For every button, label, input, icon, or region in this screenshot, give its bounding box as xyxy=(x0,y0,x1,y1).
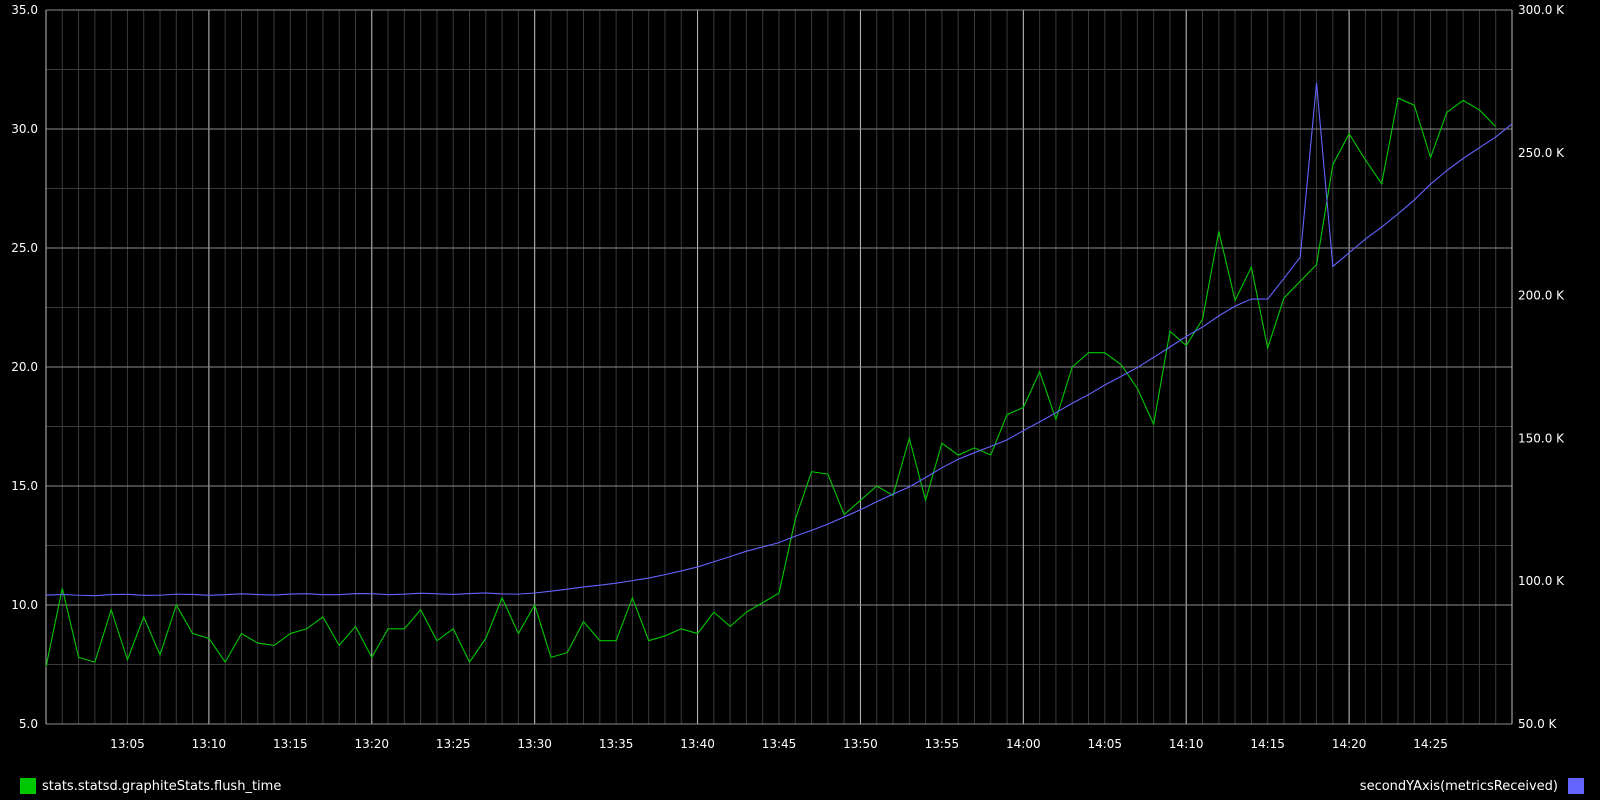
x-tick-label: 13:45 xyxy=(762,737,797,751)
y-left-tick-label: 20.0 xyxy=(11,360,38,374)
y-left-tick-label: 30.0 xyxy=(11,122,38,136)
x-tick-label: 14:15 xyxy=(1250,737,1285,751)
y-right-tick-label: 200.0 K xyxy=(1518,289,1565,303)
y-left-tick-label: 15.0 xyxy=(11,479,38,493)
x-tick-label: 13:30 xyxy=(517,737,552,751)
legend-right: secondYAxis(metricsReceived) xyxy=(1360,776,1584,796)
axes-layer: 5.0 10.0 15.0 20.0 25.0 30.0 35.0 50.0 K 100.0 K… xyxy=(11,3,1565,751)
legend-label-flush-time: stats.statsd.graphiteStats.flush_time xyxy=(42,778,282,794)
y-right-tick-label: 250.0 K xyxy=(1518,146,1565,160)
series-line-flush-time xyxy=(45,97,1497,667)
y-left-tick-label: 5.0 xyxy=(19,717,38,731)
y-right-tick-label: 50.0 K xyxy=(1518,717,1558,731)
x-tick-label: 14:25 xyxy=(1413,737,1448,751)
x-tick-label: 13:10 xyxy=(192,737,227,751)
x-tick-label: 13:05 xyxy=(110,737,145,751)
series-line-metrics-received xyxy=(45,82,1513,597)
x-tick-label: 13:20 xyxy=(354,737,389,751)
y-left-tick-label: 35.0 xyxy=(11,3,38,17)
x-tick-label: 14:05 xyxy=(1087,737,1122,751)
x-tick-label: 13:35 xyxy=(599,737,634,751)
legend-left: stats.statsd.graphiteStats.flush_time xyxy=(20,776,281,796)
legend-swatch-metrics-received xyxy=(1568,778,1584,794)
major-gridlines xyxy=(45,9,1513,725)
x-tick-label: 14:10 xyxy=(1169,737,1204,751)
y-right-tick-label: 100.0 K xyxy=(1518,574,1565,588)
y-left-tick-label: 10.0 xyxy=(11,598,38,612)
x-tick-label: 14:20 xyxy=(1332,737,1367,751)
x-tick-label: 13:50 xyxy=(843,737,878,751)
x-tick-label: 13:40 xyxy=(680,737,715,751)
y-left-tick-label: 25.0 xyxy=(11,241,38,255)
y-right-tick-label: 150.0 K xyxy=(1518,431,1565,445)
legend-swatch-flush-time xyxy=(20,778,36,794)
legend-label-metrics-received: secondYAxis(metricsReceived) xyxy=(1359,778,1558,794)
y-right-tick-label: 300.0 K xyxy=(1518,3,1565,17)
x-tick-label: 13:15 xyxy=(273,737,308,751)
x-tick-label: 13:55 xyxy=(925,737,960,751)
x-tick-label: 14:00 xyxy=(1006,737,1041,751)
x-tick-label: 13:25 xyxy=(436,737,471,751)
series-layer xyxy=(45,82,1513,667)
